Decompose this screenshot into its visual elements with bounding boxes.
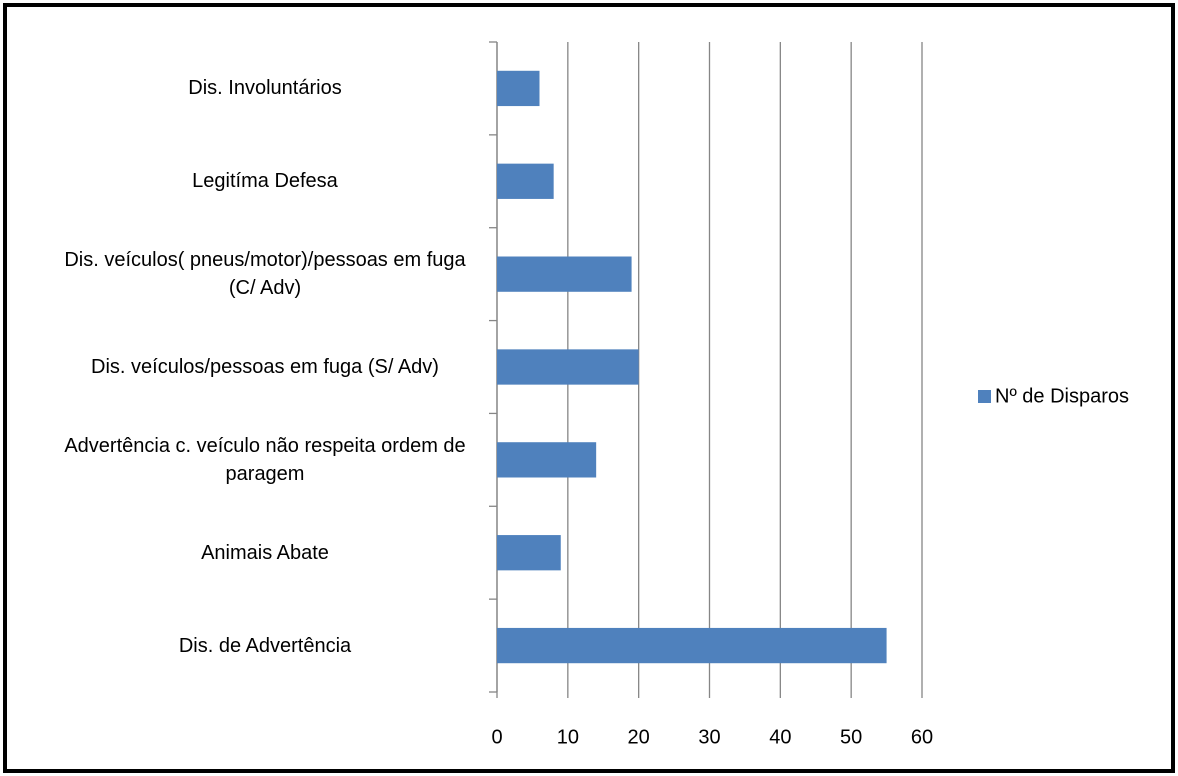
y-tick-label: Dis. veículos( pneus/motor)/pessoas em f…	[64, 249, 466, 300]
y-tick-label: Dis. Involuntários	[188, 77, 342, 100]
bar	[497, 535, 561, 571]
x-tick-label: 10	[557, 726, 579, 748]
bar	[497, 349, 639, 385]
x-tick-label: 40	[769, 726, 791, 748]
y-tick-label: Animais Abate	[201, 541, 329, 564]
x-tick-label: 0	[491, 726, 502, 748]
legend-label: Nº de Disparos	[995, 385, 1129, 407]
legend-swatch	[978, 390, 991, 403]
y-tick-label: Advertência c. veículo não respeita orde…	[64, 434, 466, 485]
y-tick-label: Dis. de Advertência	[178, 634, 352, 657]
bar	[497, 627, 887, 664]
bar	[497, 163, 554, 199]
x-tick-label: 20	[628, 726, 650, 748]
bar	[497, 442, 597, 478]
y-tick-label: Dis. veículos/pessoas em fuga (S/ Adv)	[91, 356, 439, 378]
bar	[497, 70, 540, 107]
frame	[3, 3, 1175, 773]
x-tick-label: 30	[698, 726, 720, 748]
x-tick-label: 50	[840, 726, 862, 748]
x-tick-label: 60	[911, 726, 933, 748]
y-tick-label: Legitíma Defesa	[192, 170, 338, 193]
bar	[497, 256, 632, 292]
